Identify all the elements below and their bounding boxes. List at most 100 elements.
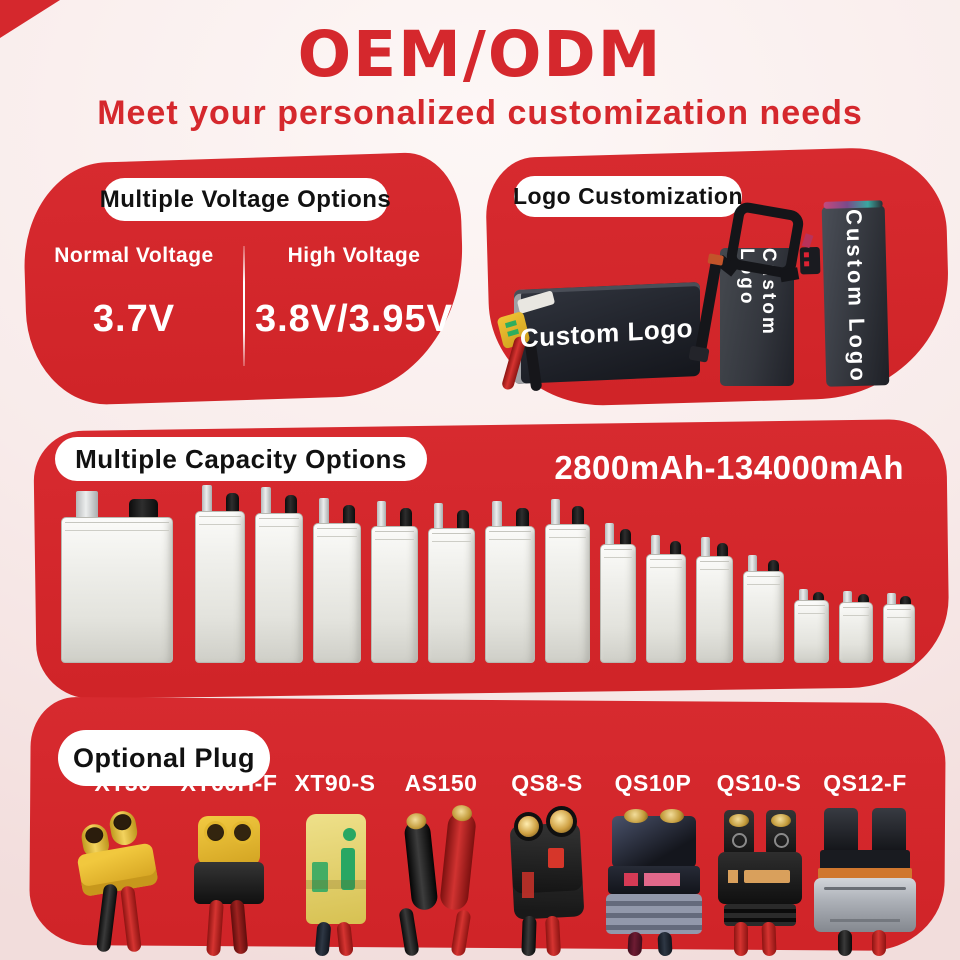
ribbed-base <box>606 894 702 934</box>
green-stripe <box>312 862 328 892</box>
orange-label <box>728 870 738 883</box>
cell-tabs <box>313 498 361 524</box>
plug-panel: Optional Plug XT30 XT60H-F <box>30 700 945 957</box>
cell-tabs <box>646 535 686 555</box>
connector-housing <box>612 809 696 868</box>
cell-body <box>794 600 829 663</box>
voltage-pill: Multiple Voltage Options <box>100 178 391 221</box>
qs10s-connector-image <box>704 808 814 958</box>
cell-tabs <box>696 537 733 557</box>
carry-handle <box>724 200 806 280</box>
battery-cell <box>883 593 915 663</box>
black-bullet-connector <box>403 818 439 912</box>
cell-tab-silver <box>843 591 853 603</box>
as150-connector-image <box>386 808 496 958</box>
gold-contact <box>550 810 573 833</box>
plug-pill-label: Optional Plug <box>73 742 255 773</box>
pack-logo-text: Custom Logo <box>520 312 694 353</box>
ribbed-base <box>724 904 796 926</box>
red-wire <box>336 921 354 957</box>
plug-item-qs12-f: QS12-F <box>812 770 918 958</box>
voltage-option-value: 3.8V/3.95V <box>254 298 454 340</box>
cell-tabs <box>195 485 245 512</box>
red-wire <box>450 909 472 957</box>
cell-tab-black <box>342 505 355 524</box>
red-wire <box>734 922 748 956</box>
red-label <box>522 872 534 898</box>
cell-tab-silver <box>748 555 758 572</box>
cell-tabs <box>428 503 475 529</box>
cell-body <box>313 523 361 663</box>
cell-body <box>696 556 733 663</box>
battery-cell <box>371 501 418 663</box>
cell-tab-black <box>813 592 825 601</box>
cell-tab-silver <box>491 501 502 527</box>
red-wire <box>872 930 886 956</box>
logo-pill-label: Logo Customization <box>512 183 744 209</box>
cell-body <box>255 513 303 663</box>
contact-prong <box>724 810 754 856</box>
plug-pill: Optional Plug <box>58 730 270 786</box>
cell-tab-silver <box>319 498 330 524</box>
balance-connector <box>516 290 556 314</box>
pack-logo-text: Custom Logo <box>841 208 871 384</box>
plug-item-qs8-s: QS8-S <box>494 770 600 958</box>
qs8-connector-image <box>492 808 602 958</box>
cell-tab-black <box>857 594 869 603</box>
logo-panel: Logo Customization Custom Logo Custom Lo… <box>488 152 948 402</box>
cell-tabs <box>545 499 590 525</box>
battery-cell <box>61 491 173 663</box>
cell-tabs <box>794 589 829 601</box>
plug-label: QS10-S <box>716 770 802 796</box>
battery-pack-right: Custom Logo <box>799 205 890 387</box>
battery-cell <box>255 487 303 663</box>
battery-cell <box>313 498 361 663</box>
voltage-option-label: Normal Voltage <box>54 244 214 267</box>
qs10p-connector-image <box>598 808 708 958</box>
connector-body <box>56 800 190 960</box>
red-label <box>548 848 564 868</box>
cell-tab-black <box>572 506 585 525</box>
cell-tab-black <box>225 493 239 512</box>
xt90-connector-image <box>280 808 390 958</box>
contact-prong <box>766 810 796 856</box>
plug-label: XT30 <box>94 770 152 796</box>
plug-label: XT90-S <box>294 770 376 796</box>
cell-body <box>545 524 590 663</box>
cell-tab-silver <box>201 485 212 512</box>
plug-item-qs10p: QS10P <box>600 770 706 958</box>
green-stripe <box>341 848 355 890</box>
cell-tab-black <box>669 541 681 555</box>
red-bullet-connector <box>438 810 478 912</box>
voltage-option-label: High Voltage <box>287 244 421 267</box>
plug-item-xt90-s: XT90-S <box>282 770 388 958</box>
side-connector <box>799 246 821 275</box>
page-subtitle: Meet your personalized customization nee… <box>97 94 863 132</box>
cell-body <box>195 511 245 663</box>
bullet-pin <box>107 809 140 848</box>
cell-body <box>839 602 873 663</box>
cell-tabs <box>371 501 418 527</box>
battery-pack-horizontal: Custom Logo <box>496 281 700 392</box>
cell-tab-silver <box>75 491 98 518</box>
battery-cell <box>839 591 873 663</box>
cell-tab-silver <box>604 523 614 545</box>
gray-base <box>814 878 916 932</box>
plug-label: XT60H-F <box>180 770 278 796</box>
cell-tabs <box>883 593 915 605</box>
logo-pill: Logo Customization <box>512 176 744 217</box>
voltage-option-high: High Voltage 3.8V/3.95V <box>245 244 463 341</box>
cell-tab-black <box>515 508 529 527</box>
cell-body <box>743 571 784 663</box>
page-title: OEM/ODM <box>297 18 663 91</box>
cell-body <box>485 526 535 663</box>
cell-body <box>646 554 686 663</box>
cell-tab-silver <box>887 593 897 605</box>
voltage-option-normal: Normal Voltage 3.7V <box>25 244 243 341</box>
voltage-divider <box>243 246 245 366</box>
cell-tab-black <box>284 495 297 514</box>
connector-housing <box>198 816 260 866</box>
voltage-panel: Multiple Voltage Options Normal Voltage … <box>25 158 463 400</box>
capacity-panel: Multiple Capacity Options 2800mAh-134000… <box>35 425 948 693</box>
contact-prong <box>872 808 906 858</box>
